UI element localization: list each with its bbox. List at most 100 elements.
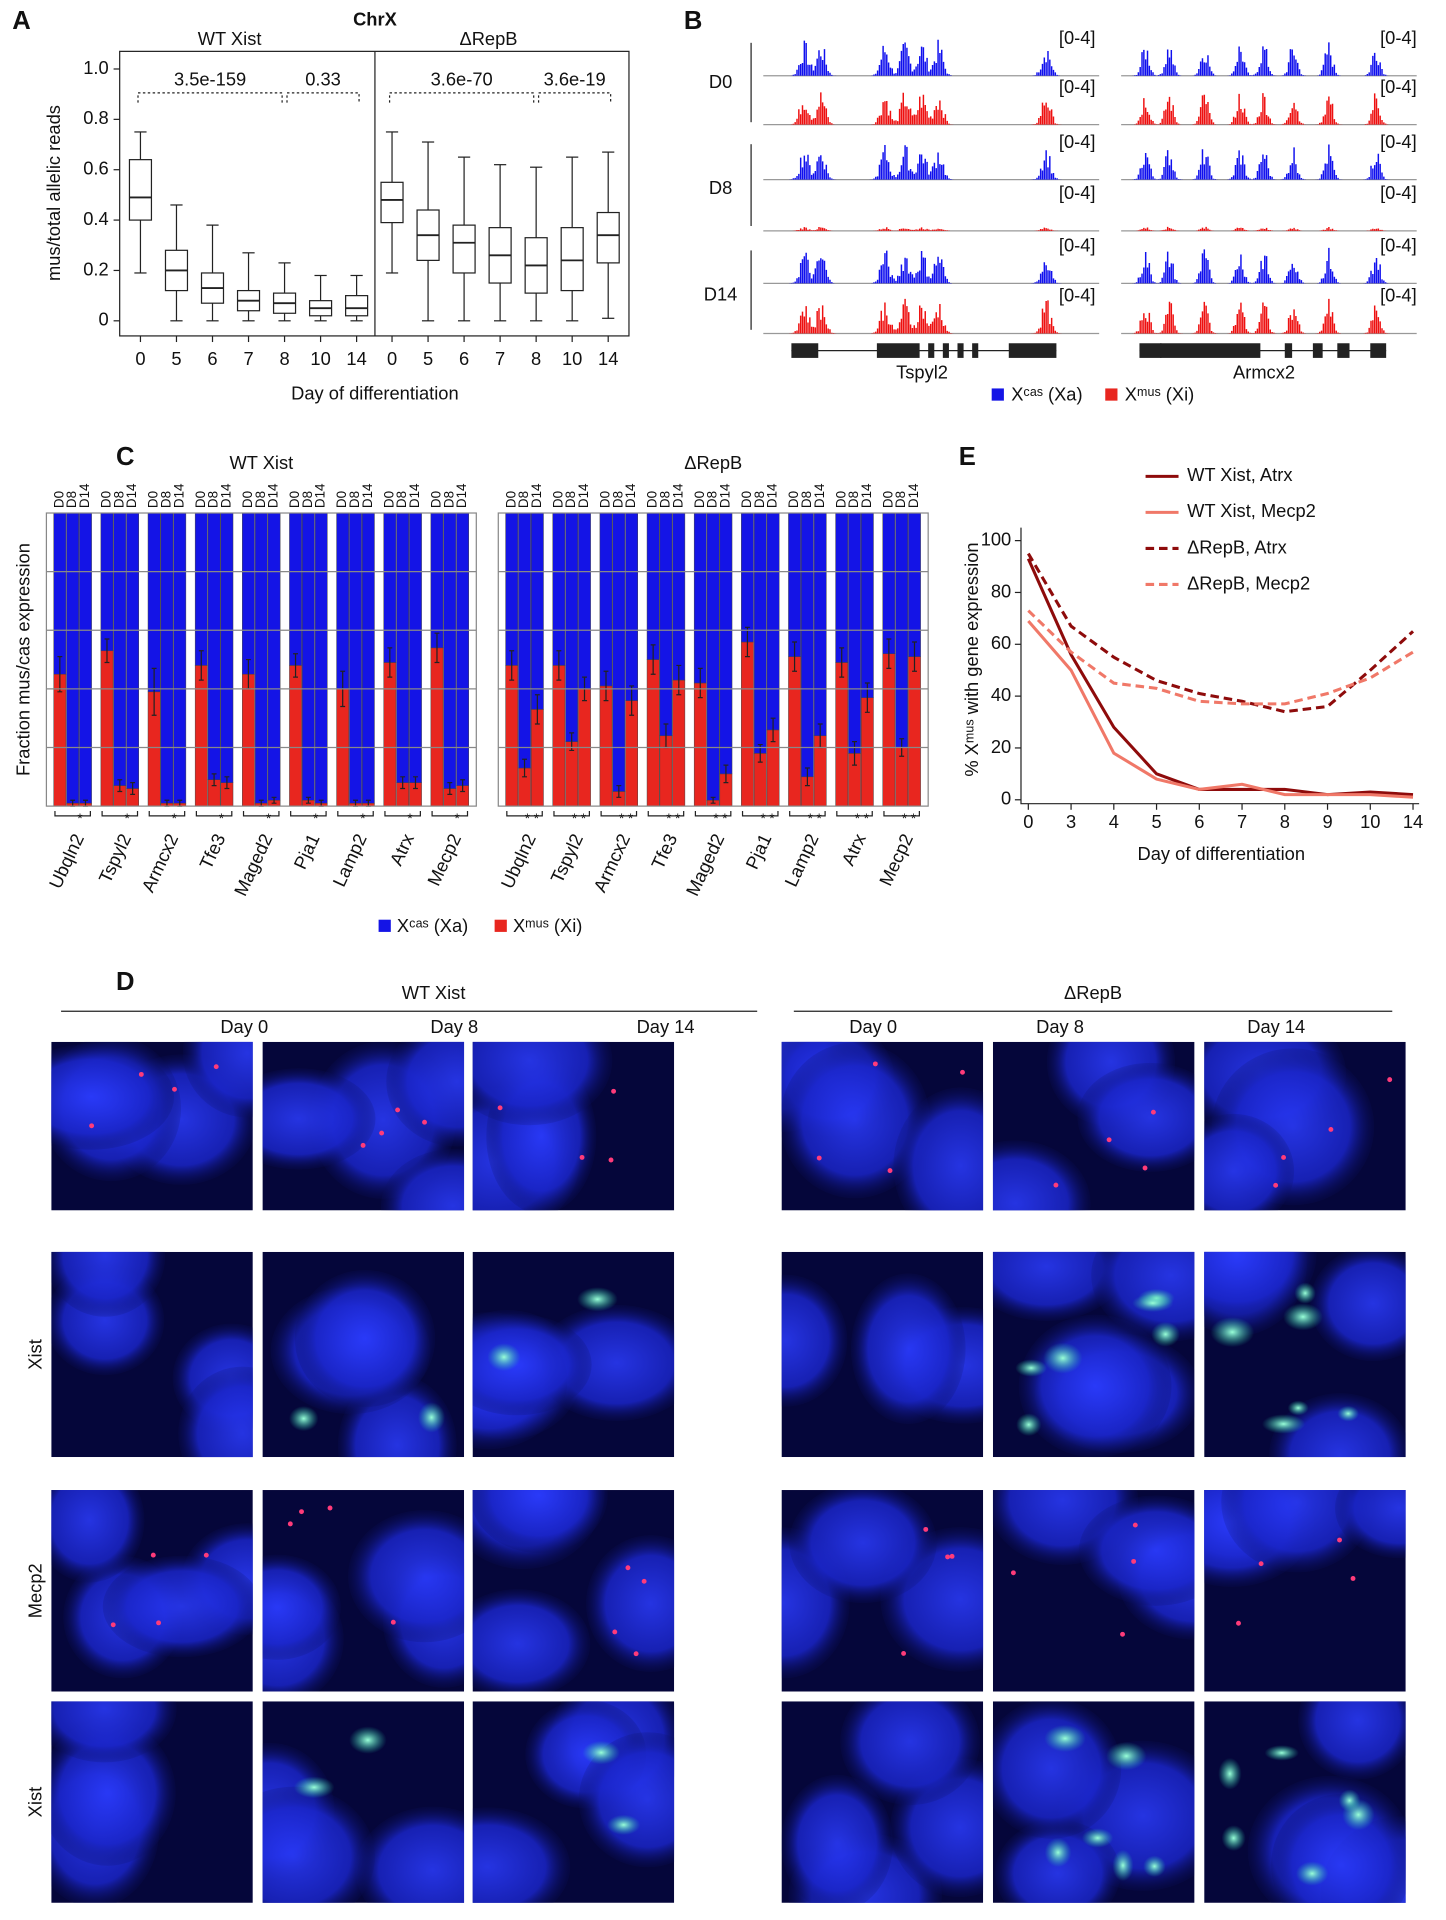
subcategory-label: D8 bbox=[300, 491, 315, 508]
y-tick-label: 100 bbox=[981, 528, 1012, 549]
micrograph bbox=[472, 1490, 675, 1692]
box bbox=[560, 227, 584, 292]
rna-focus bbox=[1131, 1558, 1137, 1564]
micrograph bbox=[992, 1490, 1195, 1692]
xist-cloud bbox=[487, 1343, 521, 1372]
error-bar bbox=[211, 773, 217, 787]
nucleus bbox=[51, 1490, 145, 1583]
error-bar bbox=[509, 650, 515, 681]
group-title: ΔRepB bbox=[460, 28, 518, 49]
significance: * * bbox=[855, 811, 870, 826]
coverage-track bbox=[1121, 298, 1418, 334]
xist-cloud bbox=[1218, 1757, 1242, 1790]
subcategory-label: D0 bbox=[334, 491, 349, 508]
group-title: WT Xist bbox=[198, 28, 262, 49]
x-tick-label: 14 bbox=[1403, 811, 1423, 832]
subcategory-label: D0 bbox=[598, 491, 613, 508]
error-bar bbox=[271, 796, 277, 804]
micrograph bbox=[262, 1701, 465, 1903]
error-bar bbox=[912, 641, 917, 672]
box bbox=[345, 295, 369, 317]
significance: * bbox=[266, 811, 272, 826]
micrograph bbox=[262, 1251, 465, 1458]
column-label: Day 8 bbox=[1036, 1016, 1084, 1037]
error-bar bbox=[804, 767, 810, 787]
gene-bracket bbox=[600, 811, 638, 817]
rna-focus bbox=[1053, 1182, 1059, 1188]
y-tick-label: 0.8 bbox=[83, 107, 108, 128]
bar-segment bbox=[625, 512, 638, 701]
nucleus bbox=[178, 1366, 253, 1458]
error-bar bbox=[387, 647, 393, 678]
coverage-track bbox=[763, 298, 1101, 334]
x-tick-label: Armcx2 bbox=[137, 830, 182, 895]
subcategory-label: D0 bbox=[381, 491, 396, 508]
subcategory-label: D14 bbox=[576, 483, 591, 508]
subcategory-label: D0 bbox=[51, 491, 66, 508]
gene-bracket bbox=[290, 811, 327, 817]
subcategory-label: D8 bbox=[111, 491, 126, 508]
y-tick-label: 20 bbox=[991, 736, 1011, 757]
exon bbox=[1337, 343, 1350, 358]
x-tick-label: 3 bbox=[1066, 811, 1076, 832]
x-tick-label: 14 bbox=[598, 348, 618, 369]
nucleus bbox=[262, 1068, 376, 1170]
nucleus bbox=[789, 1490, 937, 1604]
rna-focus bbox=[1281, 1155, 1287, 1160]
bar-segment bbox=[612, 512, 626, 792]
plot-frame bbox=[497, 512, 929, 807]
subcategory-label: D0 bbox=[287, 491, 302, 508]
x-tick-label: Tfe3 bbox=[647, 830, 682, 872]
x-tick-label: 6 bbox=[207, 348, 217, 369]
comparison-bracket bbox=[388, 92, 535, 103]
rna-focus bbox=[612, 1629, 618, 1635]
significance: * * bbox=[666, 811, 681, 826]
xist-cloud bbox=[1016, 1413, 1042, 1437]
nucleus bbox=[1335, 1490, 1406, 1559]
bar-segment bbox=[599, 512, 613, 687]
gene-bracket bbox=[647, 811, 685, 817]
subcategory-label: D8 bbox=[441, 491, 456, 508]
x-tick-label: 8 bbox=[279, 348, 289, 369]
bar-segment bbox=[908, 656, 921, 807]
bar-segment bbox=[302, 512, 315, 801]
xist-cloud bbox=[1106, 1741, 1147, 1771]
subcategory-label: D8 bbox=[347, 491, 362, 508]
row-label: Mecp2 bbox=[24, 1563, 45, 1618]
y-tick-label: 0.2 bbox=[83, 258, 108, 279]
plot-frame bbox=[119, 50, 630, 337]
micrograph bbox=[1204, 1041, 1406, 1211]
bar-segment bbox=[53, 512, 67, 675]
x-tick-label: Armcx2 bbox=[589, 830, 634, 895]
bar-segment bbox=[456, 512, 469, 786]
exon bbox=[876, 343, 920, 358]
rna-focus bbox=[579, 1154, 585, 1160]
subcategory-label: D14 bbox=[454, 483, 469, 508]
nucleus bbox=[992, 1140, 1091, 1211]
y-tick-label: 80 bbox=[991, 580, 1011, 601]
gene-bracket bbox=[694, 811, 732, 817]
legend-label: Xᶜᵃˢ (Xa) bbox=[1011, 384, 1082, 405]
micrograph bbox=[51, 1251, 253, 1458]
bar-segment bbox=[741, 512, 754, 643]
nucleus bbox=[893, 1087, 984, 1211]
coverage-track bbox=[763, 250, 1101, 284]
xist-cloud bbox=[582, 1740, 620, 1765]
xist-cloud bbox=[1151, 1321, 1180, 1347]
error-bar bbox=[57, 656, 63, 693]
subcategory-label: D0 bbox=[146, 491, 161, 508]
nucleus bbox=[992, 1701, 1122, 1839]
gene-bracket bbox=[789, 811, 826, 817]
box bbox=[128, 159, 153, 221]
subcategory-label: D14 bbox=[77, 483, 92, 508]
error-bar bbox=[522, 758, 527, 778]
micrograph bbox=[992, 1041, 1195, 1211]
bar-segment bbox=[207, 512, 221, 780]
exon bbox=[972, 343, 979, 358]
subcategory-label: D14 bbox=[313, 483, 328, 508]
xist-cloud bbox=[349, 1726, 387, 1754]
error-bar bbox=[413, 776, 418, 790]
bar-segment bbox=[194, 665, 208, 807]
range-label: [0-4] bbox=[1059, 131, 1096, 152]
range-label: [0-4] bbox=[1059, 285, 1096, 306]
